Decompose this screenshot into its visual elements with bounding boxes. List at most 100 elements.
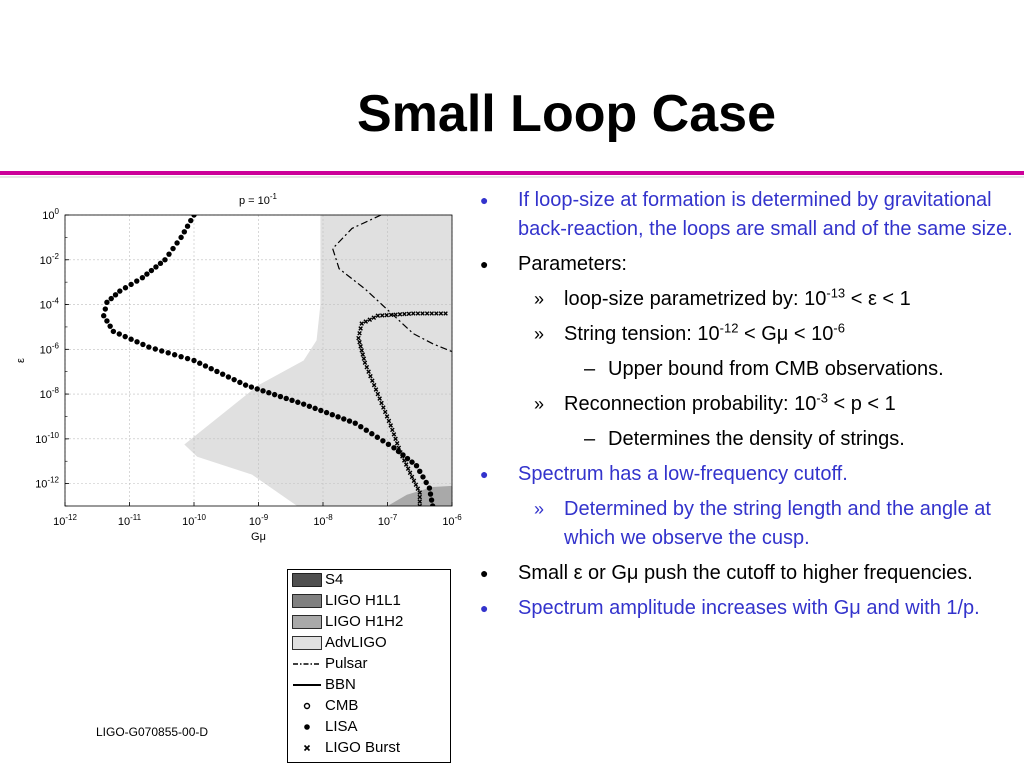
curve-point [134,278,140,284]
curve-point [417,490,423,495]
legend-label: LIGO H1L1 [325,592,401,609]
sub-bullet-reconnection: » Reconnection probability: 10-3 < p < 1 [478,390,1018,419]
bullet-text: Reconnection probability: 10-3 < p < 1 [564,390,896,415]
curve-point [423,479,429,486]
bullet-text: Spectrum amplitude increases with Gμ and… [518,597,980,619]
curve-lisa [101,215,436,506]
document-id: LIGO-G070855-00-D [96,725,209,739]
curve-point [146,344,152,350]
curve-point [381,405,386,410]
curve-point [108,295,114,302]
legend-label: S4 [325,571,344,588]
curve-point [424,311,430,316]
legend-line-icon [292,678,322,692]
curve-point [417,494,423,500]
curve-point [426,485,433,491]
curve-point [208,366,214,372]
curve-point [401,458,407,463]
bullet-cutoff: ● Spectrum has a low-frequency cutoff. [478,460,1018,489]
curve-point [122,333,128,340]
bullet-text: String tension: 10-12 < Gμ < 10-6 [564,320,845,345]
curve-point [357,339,362,345]
sub-bullet-loop-size-range: » loop-size parametrized by: 10-13 < ε <… [478,285,1018,314]
legend-fill-icon [292,636,322,650]
curve-point [277,393,284,400]
curve-point [110,328,117,335]
curve-point [139,274,146,281]
bullet-list: ● If loop-size at formation is determine… [478,186,1018,629]
legend-entry-cmb: CMB [288,696,450,717]
bullet-text: Determines the density of strings. [608,428,905,450]
bullet-text: If loop-size at formation is determined … [518,189,1013,240]
curve-point [364,364,370,370]
curve-point [171,352,178,358]
x-tick-label: 10-12 [53,513,77,528]
curve-point [128,336,134,342]
curve-point [404,455,411,462]
curve-point [306,403,313,409]
curve-point [390,427,395,433]
curve-point [153,264,159,270]
y-tick-label: 10-6 [40,341,60,356]
curve-point [420,311,425,316]
y-tick-label: 10-4 [40,297,60,312]
curve-point [417,499,423,504]
curve-point [116,331,122,337]
curve-point [197,360,203,366]
x-tick-label: 10-7 [378,513,398,528]
bullet-text: Small ε or Gμ push the cutoff to higher … [518,562,973,584]
legend-label: BBN [325,676,356,693]
legend-entry-ligo-h1h2: LIGO H1H2 [288,612,450,633]
curve-point [384,312,389,318]
parameter-space-chart: p = 10-1 10-12 10-11 10-10 10-9 10-8 10-7 10-6… [15,192,462,543]
curve-point [391,445,397,451]
curve-point [428,497,435,503]
chevron-bullet-icon: » [534,499,545,519]
curve-point [225,374,232,380]
curve-point [165,350,171,356]
curve-point [271,391,278,398]
bullet-text: Spectrum has a low-frequency cutoff. [518,463,848,485]
curve-point [373,387,379,392]
legend-x-icon [292,741,322,755]
curve-point [112,292,119,298]
curve-point [370,378,375,383]
curve-point [152,346,158,352]
curve-point [362,360,368,366]
curve-pulsar [331,215,452,353]
curve-point [415,486,421,491]
curve-point [266,390,272,396]
curve-point [295,399,301,405]
curve-point [369,431,375,437]
curve-point [411,478,417,484]
curve-point [363,427,370,433]
curve-point [357,330,362,336]
y-tick-label: 10-12 [35,476,59,491]
title-divider-shadow [0,176,1024,178]
bullet-text: Upper bound from CMB observations. [608,358,944,380]
curve-point [434,311,439,316]
legend-fill-icon [292,594,322,608]
curve-point [403,462,409,467]
curve-point [391,432,397,437]
chart-ticks: 10-12 10-11 10-10 10-9 10-8 10-7 10-6 100 10-2 10… [35,207,462,528]
curve-point [191,357,197,364]
legend-entry-s4: S4 [288,570,450,591]
curve-point [341,416,347,422]
curve-point [397,312,403,317]
curve-point [417,503,423,506]
curve-point [191,215,197,218]
curve-point [122,285,129,291]
x-axis-label: Gμ [251,531,266,543]
curve-point [289,397,295,404]
curve-point [214,368,220,375]
curve-point [379,400,384,406]
legend-fill-icon [292,615,322,629]
curve-point [371,382,377,388]
curve-point [359,321,364,326]
sub-bullet-string-tension: » String tension: 10-12 < Gμ < 10-6 [478,320,1018,349]
curve-point [379,313,385,318]
curve-point [377,396,382,401]
curve-point [358,423,364,430]
bullet-text: Parameters: [518,253,627,275]
